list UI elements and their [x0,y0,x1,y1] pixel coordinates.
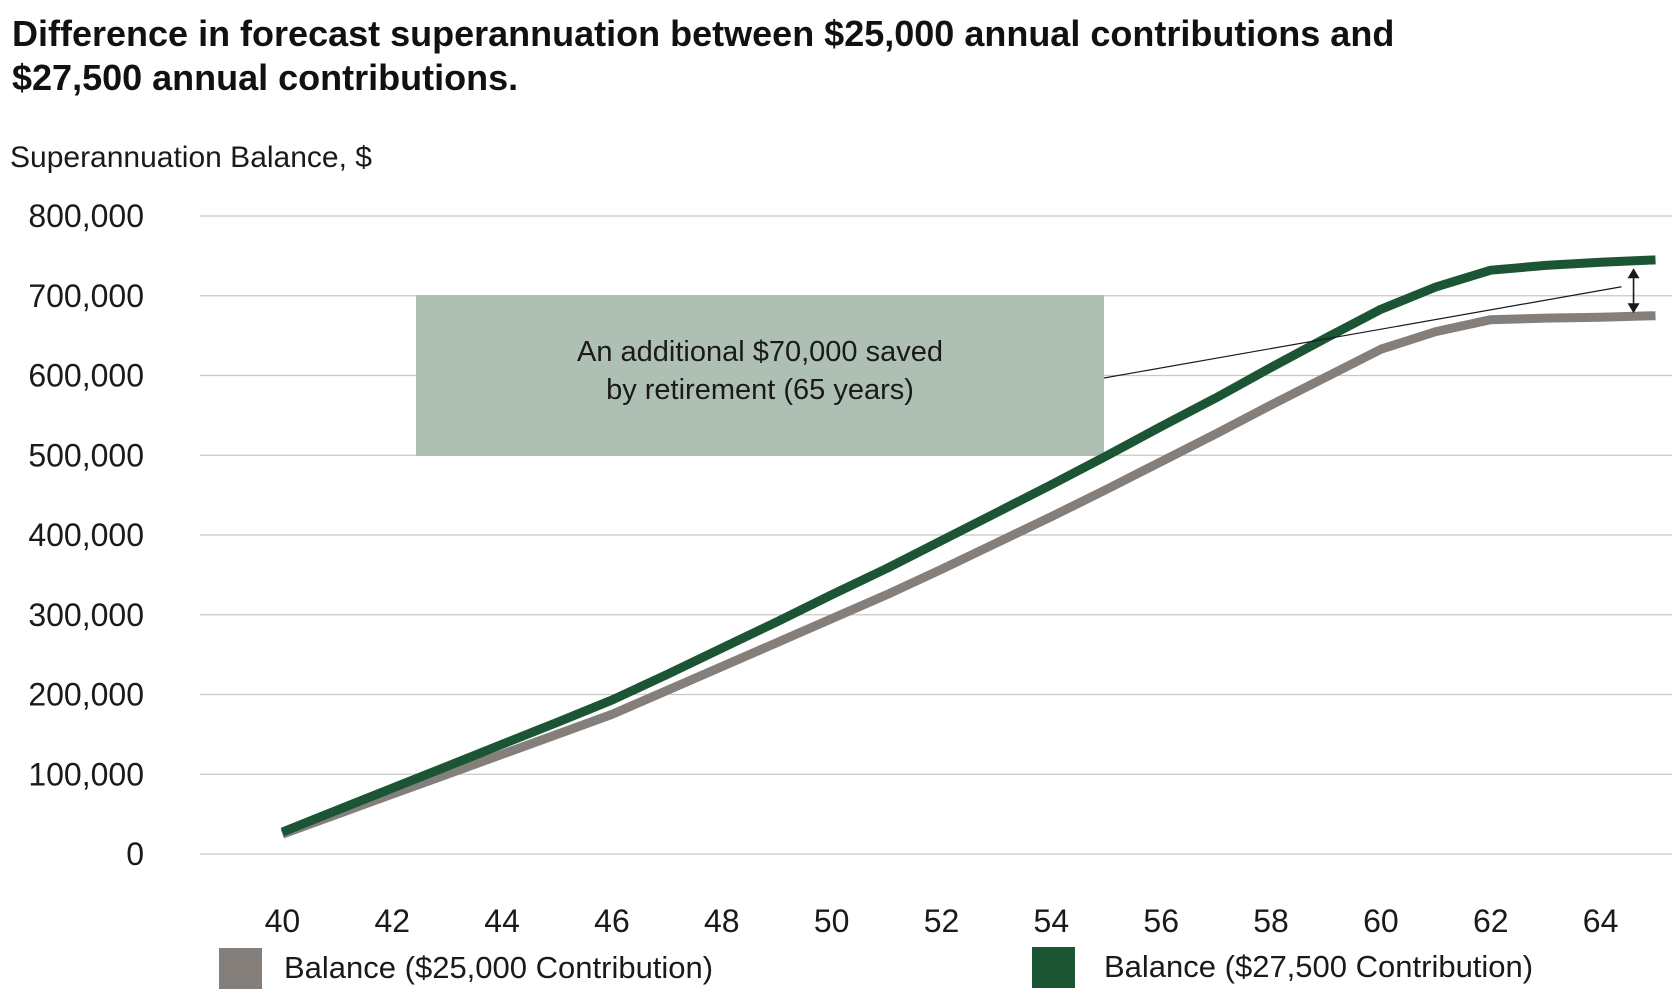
series-line-25000 [280,311,1656,839]
y-tick-0: 0 [126,836,144,872]
y-tick-600000: 600,000 [28,358,144,394]
x-tick-64: 64 [1583,903,1619,939]
y-tick-200000: 200,000 [28,677,144,713]
y-tick-500000: 500,000 [28,437,144,473]
legend-label-27500: Balance ($27,500 Contribution) [1104,949,1533,984]
chart-title-line-2: $27,500 annual contributions. [12,57,518,98]
leader-line [1103,286,1622,379]
x-tick-40: 40 [265,903,301,939]
x-tick-50: 50 [814,903,850,939]
legend: Balance ($25,000 Contribution) Balance (… [219,947,1533,989]
x-tick-60: 60 [1363,903,1399,939]
x-tick-62: 62 [1473,903,1509,939]
legend-swatch-25000 [219,948,262,989]
series-lines [280,255,1656,839]
y-tick-800000: 800,000 [28,198,144,234]
x-tick-labels: 40 42 44 46 48 50 52 54 56 58 60 62 64 [265,903,1619,939]
x-tick-42: 42 [374,903,410,939]
x-tick-58: 58 [1253,903,1289,939]
annotation-text-line-2: by retirement (65 years) [606,374,914,406]
difference-arrow-head-down [1627,303,1640,314]
x-tick-56: 56 [1143,903,1179,939]
y-tick-300000: 300,000 [28,597,144,633]
y-axis-label: Superannuation Balance, $ [10,141,372,174]
y-tick-400000: 400,000 [28,517,144,553]
legend-swatch-27500 [1032,947,1075,988]
series-line-27500 [280,255,1656,837]
annotation-text-line-1: An additional $70,000 saved [577,336,943,368]
x-tick-52: 52 [924,903,960,939]
x-tick-54: 54 [1034,903,1070,939]
annotation: An additional $70,000 saved by retiremen… [416,295,1104,456]
difference-pointer [1103,268,1640,379]
x-tick-44: 44 [484,903,520,939]
x-tick-46: 46 [594,903,630,939]
difference-arrow-head-up [1627,268,1640,279]
y-tick-700000: 700,000 [28,278,144,314]
annotation-box [416,295,1104,456]
legend-label-25000: Balance ($25,000 Contribution) [284,950,713,985]
x-tick-48: 48 [704,903,740,939]
y-tick-100000: 100,000 [28,756,144,792]
chart-title-line-1: Difference in forecast superannuation be… [12,13,1394,54]
chart-title: Difference in forecast superannuation be… [12,13,1394,98]
y-tick-labels: 0 100,000 200,000 300,000 400,000 500,000 600,… [28,198,144,872]
